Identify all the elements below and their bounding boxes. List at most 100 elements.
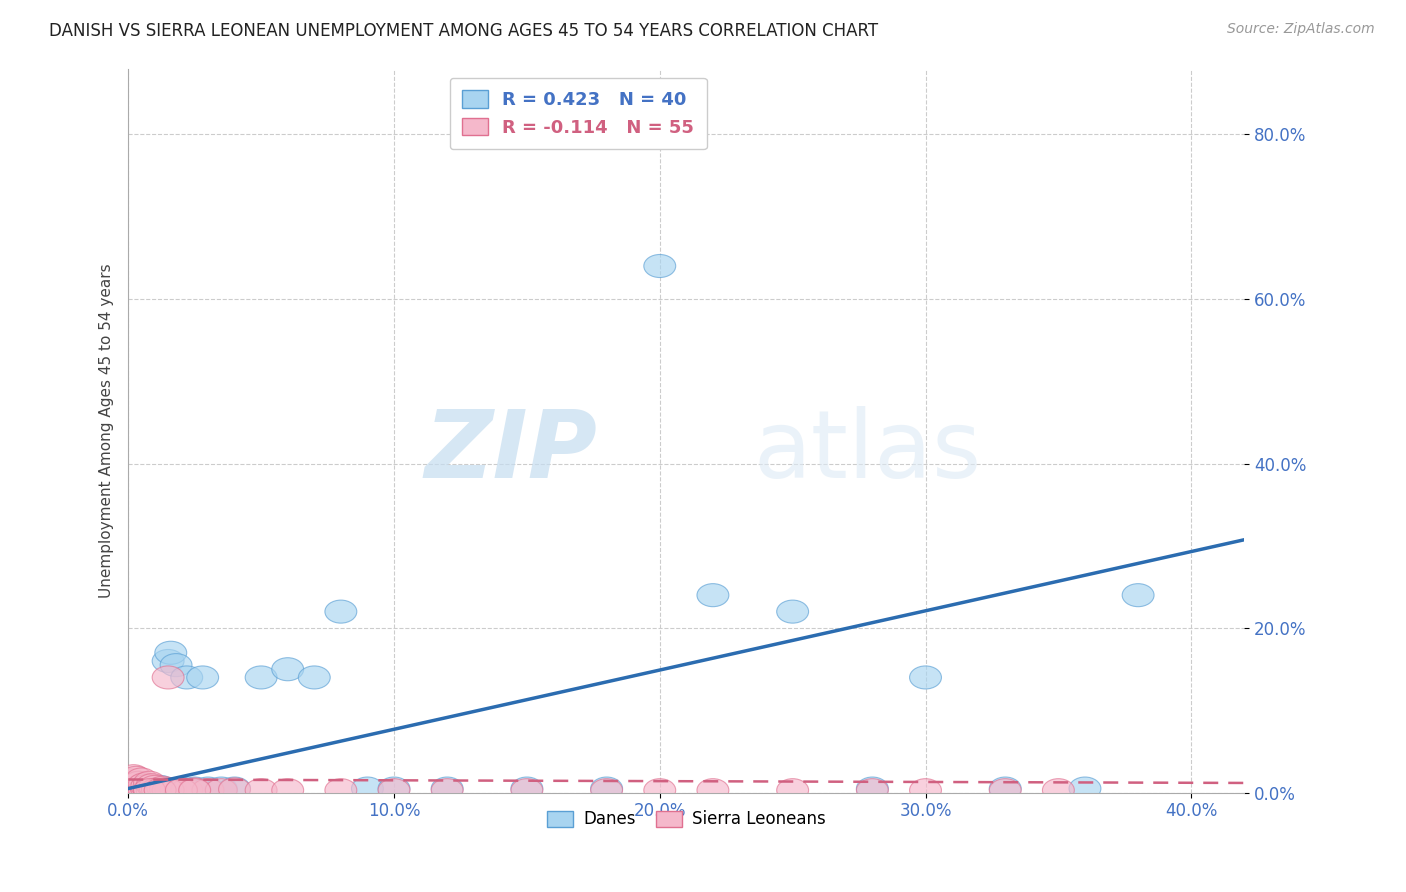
Ellipse shape (160, 779, 193, 802)
Ellipse shape (166, 779, 197, 802)
Ellipse shape (155, 778, 187, 801)
Ellipse shape (644, 779, 676, 802)
Ellipse shape (325, 779, 357, 802)
Ellipse shape (134, 779, 166, 802)
Ellipse shape (139, 775, 170, 798)
Ellipse shape (160, 654, 193, 677)
Ellipse shape (131, 779, 163, 802)
Ellipse shape (121, 779, 152, 802)
Ellipse shape (134, 778, 166, 801)
Ellipse shape (131, 774, 163, 797)
Ellipse shape (152, 666, 184, 689)
Ellipse shape (187, 666, 218, 689)
Ellipse shape (179, 779, 211, 802)
Ellipse shape (134, 772, 166, 794)
Ellipse shape (134, 776, 166, 799)
Ellipse shape (115, 769, 146, 792)
Y-axis label: Unemployment Among Ages 45 to 54 years: Unemployment Among Ages 45 to 54 years (100, 263, 114, 598)
Ellipse shape (136, 779, 169, 802)
Ellipse shape (1069, 777, 1101, 800)
Ellipse shape (776, 779, 808, 802)
Ellipse shape (218, 778, 250, 801)
Ellipse shape (432, 777, 463, 800)
Ellipse shape (591, 777, 623, 800)
Ellipse shape (776, 600, 808, 624)
Ellipse shape (271, 779, 304, 802)
Text: DANISH VS SIERRA LEONEAN UNEMPLOYMENT AMONG AGES 45 TO 54 YEARS CORRELATION CHAR: DANISH VS SIERRA LEONEAN UNEMPLOYMENT AM… (49, 22, 879, 40)
Ellipse shape (245, 666, 277, 689)
Ellipse shape (1122, 583, 1154, 607)
Ellipse shape (115, 777, 146, 800)
Ellipse shape (193, 777, 224, 800)
Ellipse shape (136, 773, 169, 797)
Ellipse shape (378, 777, 411, 800)
Ellipse shape (432, 779, 463, 802)
Ellipse shape (145, 779, 176, 802)
Ellipse shape (142, 778, 173, 801)
Ellipse shape (205, 777, 238, 800)
Ellipse shape (155, 641, 187, 665)
Ellipse shape (118, 772, 149, 794)
Ellipse shape (125, 775, 157, 798)
Ellipse shape (122, 778, 155, 801)
Ellipse shape (131, 778, 163, 801)
Ellipse shape (179, 777, 211, 800)
Legend: Danes, Sierra Leoneans: Danes, Sierra Leoneans (540, 804, 832, 835)
Ellipse shape (125, 768, 157, 791)
Ellipse shape (1042, 779, 1074, 802)
Ellipse shape (125, 774, 157, 797)
Ellipse shape (697, 583, 728, 607)
Ellipse shape (510, 779, 543, 802)
Ellipse shape (910, 666, 942, 689)
Ellipse shape (128, 778, 160, 801)
Ellipse shape (125, 779, 157, 802)
Ellipse shape (990, 777, 1021, 800)
Ellipse shape (118, 777, 149, 800)
Ellipse shape (170, 779, 202, 802)
Ellipse shape (352, 777, 384, 800)
Ellipse shape (510, 777, 543, 800)
Ellipse shape (145, 779, 176, 802)
Ellipse shape (218, 777, 250, 800)
Ellipse shape (591, 779, 623, 802)
Ellipse shape (152, 779, 184, 802)
Ellipse shape (644, 254, 676, 277)
Ellipse shape (910, 779, 942, 802)
Ellipse shape (121, 772, 152, 796)
Ellipse shape (193, 779, 224, 802)
Ellipse shape (205, 779, 238, 802)
Ellipse shape (166, 777, 197, 800)
Ellipse shape (378, 779, 411, 802)
Ellipse shape (128, 772, 160, 796)
Ellipse shape (136, 777, 169, 800)
Ellipse shape (118, 764, 149, 788)
Text: ZIP: ZIP (425, 407, 598, 499)
Ellipse shape (325, 600, 357, 624)
Ellipse shape (125, 778, 157, 801)
Ellipse shape (856, 779, 889, 802)
Ellipse shape (298, 666, 330, 689)
Text: Source: ZipAtlas.com: Source: ZipAtlas.com (1227, 22, 1375, 37)
Ellipse shape (170, 666, 202, 689)
Ellipse shape (149, 778, 181, 801)
Ellipse shape (142, 776, 173, 799)
Ellipse shape (990, 779, 1021, 802)
Ellipse shape (122, 776, 155, 799)
Ellipse shape (697, 779, 728, 802)
Ellipse shape (179, 778, 211, 801)
Ellipse shape (166, 778, 197, 801)
Ellipse shape (271, 657, 304, 681)
Ellipse shape (146, 776, 179, 799)
Ellipse shape (118, 778, 149, 801)
Ellipse shape (122, 772, 155, 794)
Ellipse shape (856, 777, 889, 800)
Ellipse shape (121, 766, 152, 789)
Ellipse shape (139, 779, 170, 802)
Ellipse shape (146, 777, 179, 800)
Ellipse shape (139, 778, 170, 801)
Ellipse shape (245, 779, 277, 802)
Ellipse shape (145, 775, 176, 798)
Ellipse shape (152, 649, 184, 673)
Text: atlas: atlas (754, 407, 981, 499)
Ellipse shape (121, 777, 152, 800)
